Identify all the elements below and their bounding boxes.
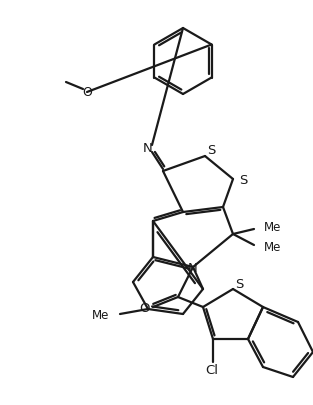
- Text: O: O: [140, 302, 150, 315]
- Text: Me: Me: [264, 241, 281, 254]
- Text: S: S: [235, 277, 243, 290]
- Text: S: S: [239, 173, 247, 186]
- Text: Me: Me: [92, 309, 109, 322]
- Text: O: O: [82, 86, 92, 99]
- Text: Cl: Cl: [206, 364, 218, 377]
- Text: S: S: [207, 143, 215, 156]
- Text: Me: Me: [264, 221, 281, 234]
- Text: N: N: [188, 262, 198, 275]
- Text: N: N: [143, 141, 153, 154]
